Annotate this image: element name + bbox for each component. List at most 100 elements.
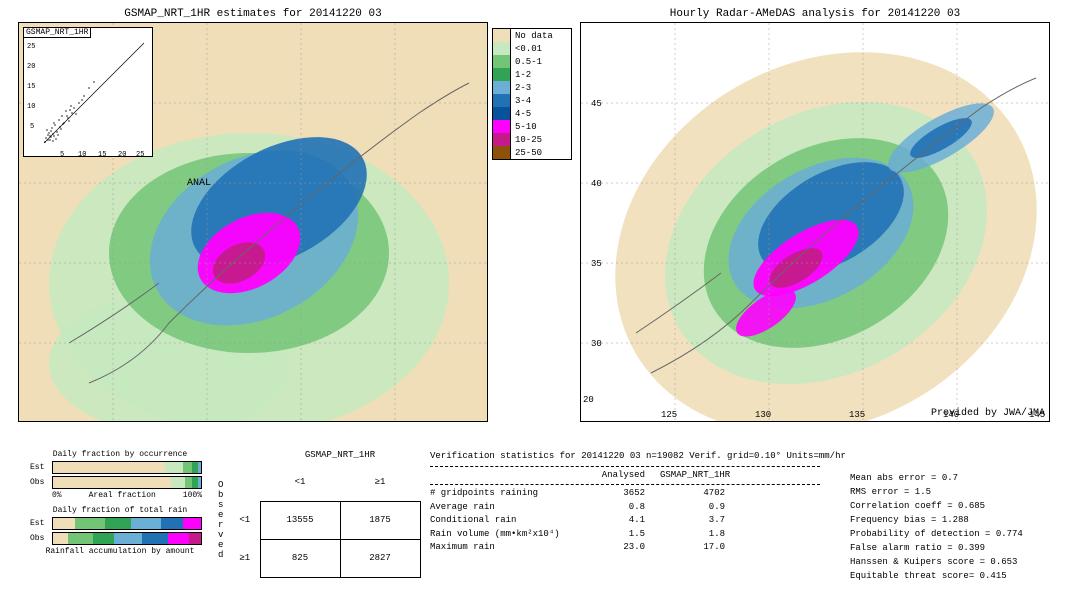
bar-segment bbox=[53, 462, 165, 473]
bar-segment bbox=[183, 518, 201, 529]
legend-row: 4-5 bbox=[493, 107, 571, 120]
legend-swatch bbox=[493, 42, 511, 55]
stats-header: Verification statistics for 20141220 03 … bbox=[430, 450, 846, 464]
legend-label: 10-25 bbox=[511, 135, 542, 145]
legend-label: 2-3 bbox=[511, 83, 531, 93]
metric-line: Hanssen & Kuipers score = 0.653 bbox=[850, 556, 1023, 570]
bar-segment bbox=[142, 533, 169, 544]
gsmap-map-frame: ANAL bbox=[18, 22, 488, 422]
ct-row2: ≥1 bbox=[230, 539, 260, 577]
occ-est-bar bbox=[52, 461, 202, 474]
legend-label: 25-50 bbox=[511, 148, 542, 158]
ct-10: 825 bbox=[260, 539, 340, 577]
legend-swatch bbox=[493, 133, 511, 146]
bar-segment bbox=[198, 462, 201, 473]
stats-rows: # gridpoints raining36524702Average rain… bbox=[430, 487, 846, 555]
gsmap-map-panel: GSMAP_NRT_1HR estimates for 20141220 03 bbox=[18, 8, 488, 422]
tot-est-bar bbox=[52, 517, 202, 530]
legend-label: 5-10 bbox=[511, 122, 537, 132]
svg-text:25: 25 bbox=[27, 43, 35, 51]
ct-col1: <1 bbox=[260, 463, 340, 501]
stats-label: Conditional rain bbox=[430, 514, 580, 528]
xtick: 135 bbox=[849, 410, 865, 420]
metric-line: Frequency bias = 1.288 bbox=[850, 514, 1023, 528]
stats-gsmap: 4702 bbox=[660, 487, 740, 501]
svg-text:5: 5 bbox=[60, 151, 64, 158]
radar-map-panel: Hourly Radar-AMeDAS analysis for 2014122… bbox=[580, 8, 1050, 422]
stats-label: Maximum rain bbox=[430, 541, 580, 555]
bar-segment bbox=[189, 533, 201, 544]
svg-text:20: 20 bbox=[118, 151, 126, 158]
col-gsmap: GSMAP_NRT_1HR bbox=[660, 469, 760, 483]
stats-analysed: 1.5 bbox=[580, 528, 660, 542]
col-analysed: Analysed bbox=[580, 469, 660, 483]
legend-row: 25-50 bbox=[493, 146, 571, 159]
svg-text:10: 10 bbox=[27, 103, 35, 111]
ytick: 45 bbox=[591, 99, 602, 109]
legend-swatch bbox=[493, 68, 511, 81]
fraction-bars: Daily fraction by occurrence Est Obs 0%A… bbox=[30, 450, 210, 556]
inset-title: GSMAP_NRT_1HR bbox=[23, 27, 91, 38]
metric-line: False alarm ratio = 0.399 bbox=[850, 542, 1023, 556]
observed-side-label: Observed bbox=[218, 480, 223, 560]
axis-cap: Areal fraction bbox=[89, 491, 156, 500]
stats-gsmap: 1.8 bbox=[660, 528, 740, 542]
stats-label: Rain volume (mm•km²x10⁴) bbox=[430, 528, 580, 542]
bar-segment bbox=[198, 477, 201, 488]
ytick: 40 bbox=[591, 179, 602, 189]
metric-line: Equitable threat score= 0.415 bbox=[850, 570, 1023, 584]
legend-label: No data bbox=[511, 31, 553, 41]
svg-text:5: 5 bbox=[30, 123, 34, 131]
legend-row: 3-4 bbox=[493, 94, 571, 107]
legend-row: 1-2 bbox=[493, 68, 571, 81]
bar-segment bbox=[68, 533, 93, 544]
occ-obs-bar bbox=[52, 476, 202, 489]
scatter-inset-svg: 510152025 510152025 bbox=[24, 28, 154, 158]
bar-segment bbox=[165, 462, 183, 473]
ct-01: 1875 bbox=[340, 501, 420, 539]
radar-map-title: Hourly Radar-AMeDAS analysis for 2014122… bbox=[580, 8, 1050, 20]
bar-segment bbox=[105, 518, 132, 529]
stats-analysed: 4.1 bbox=[580, 514, 660, 528]
stats-panel: Verification statistics for 20141220 03 … bbox=[430, 450, 846, 555]
color-legend: No data <0.01 0.5-11-2 2-33-44-5 5-10 10-25 25… bbox=[492, 28, 572, 160]
svg-text:15: 15 bbox=[27, 83, 35, 91]
metric-line: Probability of detection = 0.774 bbox=[850, 528, 1023, 542]
stats-row: Maximum rain23.017.0 bbox=[430, 541, 846, 555]
bar-segment bbox=[75, 518, 105, 529]
bar-segment bbox=[53, 533, 68, 544]
obs-label2: Obs bbox=[30, 534, 52, 543]
bar-segment bbox=[114, 533, 142, 544]
legend-label: <0.01 bbox=[511, 44, 542, 54]
stats-gsmap: 17.0 bbox=[660, 541, 740, 555]
stats-row: Conditional rain4.13.7 bbox=[430, 514, 846, 528]
metrics-list: Mean abs error = 0.7RMS error = 1.5Corre… bbox=[850, 472, 1023, 584]
metric-line: Mean abs error = 0.7 bbox=[850, 472, 1023, 486]
bar-segment bbox=[53, 477, 171, 488]
ct-row1: <1 bbox=[230, 501, 260, 539]
ct-col2: ≥1 bbox=[340, 463, 420, 501]
bar-segment bbox=[93, 533, 114, 544]
est-label2: Est bbox=[30, 519, 52, 528]
legend-swatch bbox=[493, 81, 511, 94]
stats-row: Rain volume (mm•km²x10⁴)1.51.8 bbox=[430, 528, 846, 542]
legend-swatch bbox=[493, 120, 511, 133]
ct-title: GSMAP_NRT_1HR bbox=[260, 450, 420, 460]
metric-line: RMS error = 1.5 bbox=[850, 486, 1023, 500]
provided-by: Provided by JWA/JMA bbox=[931, 408, 1045, 419]
stats-label: # gridpoints raining bbox=[430, 487, 580, 501]
svg-text:25: 25 bbox=[136, 151, 144, 158]
svg-text:10: 10 bbox=[78, 151, 86, 158]
legend-label: 0.5-1 bbox=[511, 57, 542, 67]
legend-row: <0.01 bbox=[493, 42, 571, 55]
stats-gsmap: 0.9 bbox=[660, 501, 740, 515]
xtick: 125 bbox=[661, 410, 677, 420]
legend-swatch bbox=[493, 146, 511, 159]
svg-text:15: 15 bbox=[98, 151, 106, 158]
bottom-caption: Rainfall accumulation by amount bbox=[30, 547, 210, 556]
legend-swatch bbox=[493, 94, 511, 107]
scatter-inset: 510152025 510152025 GSMAP_NRT_1HR bbox=[23, 27, 153, 157]
metric-line: Correlation coeff = 0.685 bbox=[850, 500, 1023, 514]
bar-segment bbox=[131, 518, 161, 529]
bar-segment bbox=[161, 518, 183, 529]
